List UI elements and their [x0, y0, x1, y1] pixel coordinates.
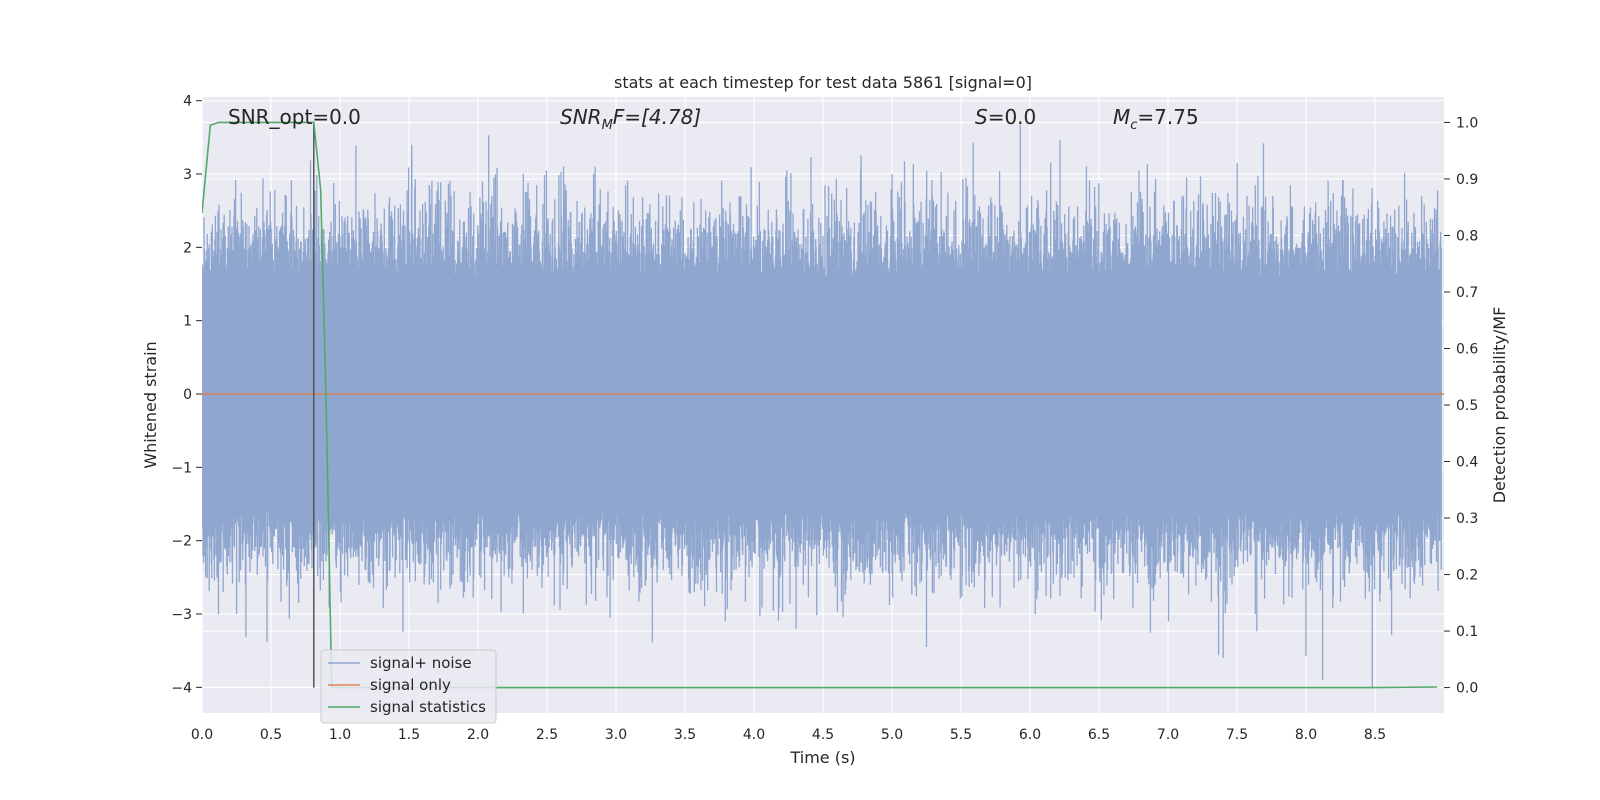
legend-label-signal-statistics: signal statistics: [370, 698, 486, 716]
x-tick-label: 4.5: [812, 727, 834, 743]
x-tick-label: 1.5: [398, 727, 420, 743]
right-y-tick-label: 0.3: [1456, 511, 1478, 527]
x-tick-label: 7.0: [1157, 727, 1179, 743]
legend-label-signal-only: signal only: [370, 676, 451, 694]
x-tick-label: 8.5: [1364, 727, 1386, 743]
left-y-axis-label: Whitened strain: [141, 341, 160, 468]
left-y-tick-label: −4: [171, 680, 192, 696]
left-y-tick-label: 0: [183, 387, 192, 403]
chart-title: stats at each timestep for test data 586…: [614, 73, 1032, 92]
right-y-tick-label: 0.8: [1456, 228, 1478, 244]
x-axis-label: Time (s): [789, 748, 855, 767]
left-y-tick-label: −2: [171, 534, 192, 550]
x-tick-label: 0.0: [191, 727, 213, 743]
legend: signal+ noise signal only signal statist…: [320, 649, 497, 724]
right-y-tick-label: 0.4: [1456, 455, 1478, 471]
left-y-tick-label: −1: [171, 460, 192, 476]
left-y-tick-label: −3: [171, 607, 192, 623]
annotation-snr-mf: SNRMF=[4.78]: [560, 105, 701, 133]
left-y-tick-label: 1: [183, 314, 192, 330]
x-tick-label: 1.0: [329, 727, 351, 743]
x-tick-labels: 0.0 0.5 1.0 1.5 2.0 2.5 3.0 3.5 4.0 4.5 5.0 5.5 6.0 6…: [191, 727, 1386, 743]
x-tick-label: 0.5: [260, 727, 282, 743]
x-tick-label: 6.0: [1019, 727, 1041, 743]
right-y-tick-labels: 1.0 0.9 0.8 0.7 0.6 0.5 0.4 0.3 0.2 0.1 0.0: [1444, 115, 1478, 697]
right-y-tick-label: 0.5: [1456, 398, 1478, 414]
x-tick-label: 2.5: [536, 727, 558, 743]
x-tick-label: 8.0: [1295, 727, 1317, 743]
x-tick-label: 3.0: [605, 727, 627, 743]
right-y-tick-label: 0.1: [1456, 624, 1478, 640]
x-tick-label: 6.5: [1088, 727, 1110, 743]
x-tick-label: 5.5: [950, 727, 972, 743]
x-tick-label: 5.0: [881, 727, 903, 743]
legend-box: [320, 649, 497, 724]
left-y-tick-label: 2: [183, 240, 192, 256]
x-tick-label: 3.5: [674, 727, 696, 743]
right-y-tick-label: 0.0: [1456, 681, 1478, 697]
right-y-axis-label: Detection probability/MF: [1490, 307, 1509, 504]
left-y-tick-label: 4: [183, 94, 192, 110]
right-y-tick-label: 0.6: [1456, 341, 1478, 357]
x-tick-label: 4.0: [743, 727, 765, 743]
right-y-tick-label: 0.7: [1456, 285, 1478, 301]
right-y-tick-label: 0.9: [1456, 172, 1478, 188]
left-y-tick-labels: 4 3 2 1 0 −1 −2 −3 −4: [171, 94, 202, 696]
annotation-s-stat: S=0.0: [975, 105, 1036, 129]
x-tick-label: 2.0: [467, 727, 489, 743]
left-y-tick-label: 3: [183, 167, 192, 183]
legend-label-signal-plus-noise: signal+ noise: [370, 654, 472, 672]
right-y-tick-label: 1.0: [1456, 115, 1478, 131]
x-tick-label: 7.5: [1226, 727, 1248, 743]
annotation-chirp-mass: Mc=7.75: [1113, 105, 1199, 133]
right-y-tick-label: 0.2: [1456, 568, 1478, 584]
annotation-snr-opt: SNR_opt=0.0: [228, 105, 361, 129]
